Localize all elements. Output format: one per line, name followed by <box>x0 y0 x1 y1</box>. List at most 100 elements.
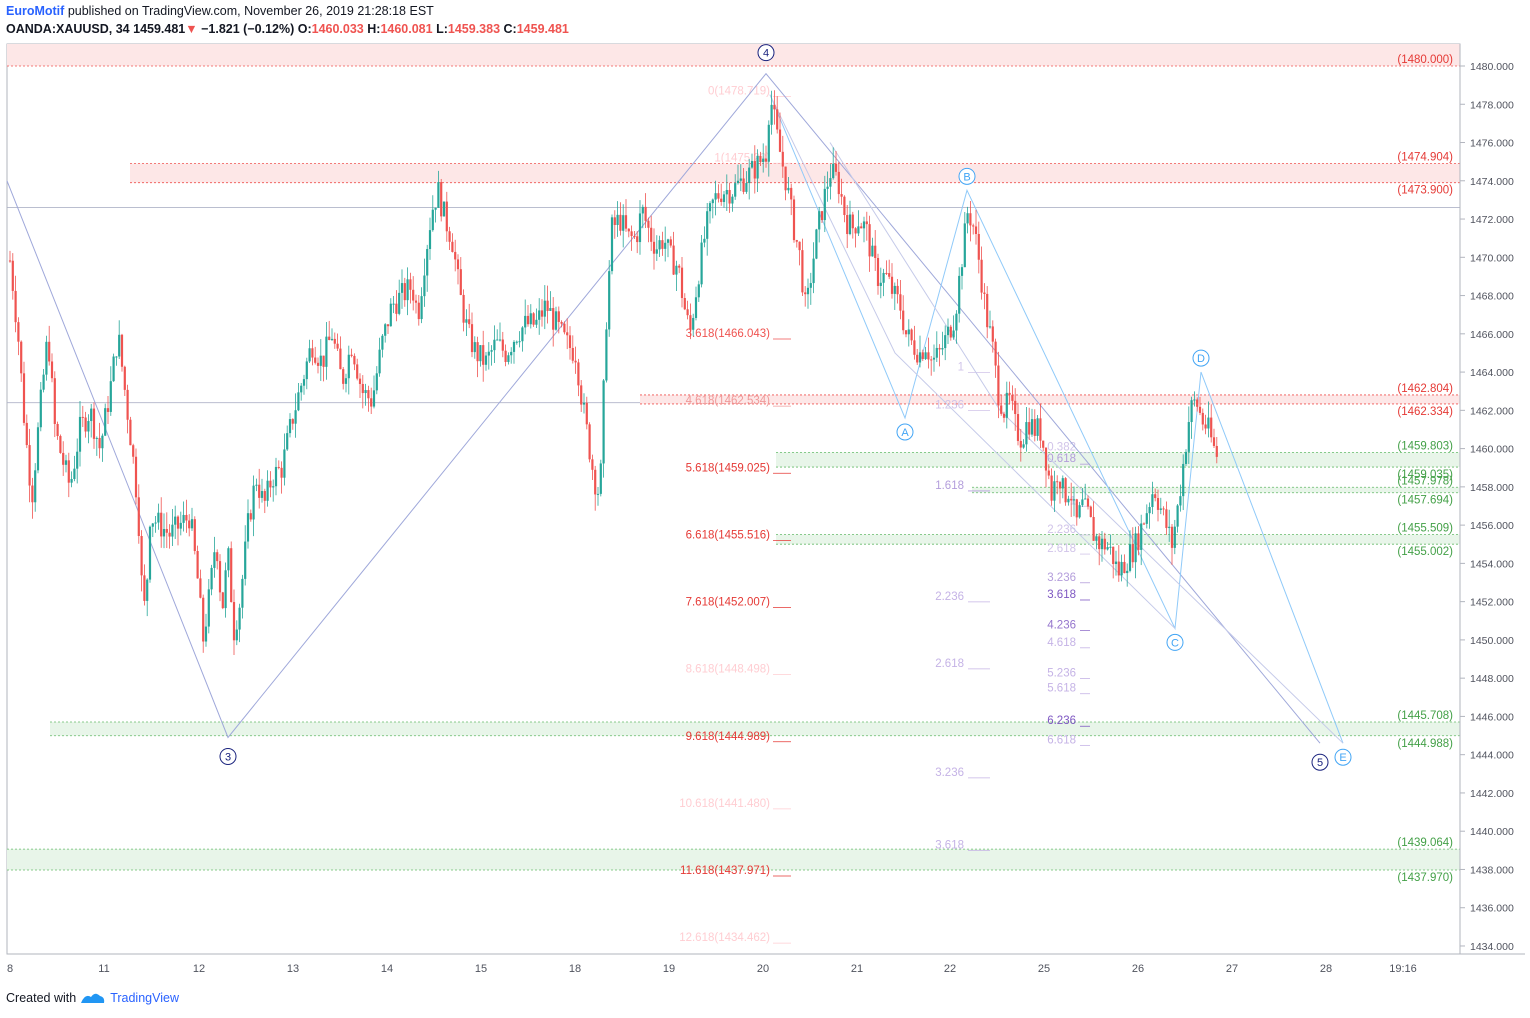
zone-5-label-top: (1445.708) <box>1397 710 1453 722</box>
price-tick-label-14: 1452.000 <box>1470 597 1514 609</box>
candle-body <box>1134 533 1137 563</box>
candle-body <box>81 416 84 418</box>
candle-body <box>1098 536 1101 550</box>
candle-body <box>302 379 306 386</box>
candle-body <box>868 224 871 257</box>
candle-body <box>1145 513 1148 524</box>
candle-body <box>566 332 569 336</box>
candle-body <box>353 355 356 365</box>
candle-body <box>655 249 658 254</box>
candle-body <box>613 217 616 225</box>
candle-body <box>151 523 154 527</box>
candle-body <box>274 466 278 487</box>
wave-marker-label-5: 5 <box>1317 757 1323 769</box>
wave-marker-label-A: A <box>901 427 909 439</box>
candle-body <box>1025 422 1028 445</box>
candle-body <box>328 336 331 340</box>
candle-body <box>476 342 479 362</box>
candle-body <box>1100 538 1104 550</box>
candle-body <box>1075 499 1078 518</box>
candle-body <box>829 178 832 187</box>
zone-3-label-top: (1457.978) <box>1397 475 1453 487</box>
candle-body <box>440 182 443 217</box>
candle-body <box>176 516 180 529</box>
candle-body <box>969 213 972 226</box>
candle-body <box>568 335 572 348</box>
candle-body <box>493 339 496 351</box>
candle-body <box>67 460 70 483</box>
zone-3-label-bottom: (1457.694) <box>1397 495 1453 507</box>
price-chart[interactable]: (1480.000) (1474.904) (1473.900) (1462.804)… <box>0 0 1530 985</box>
candle-body <box>1156 498 1160 510</box>
candle-body <box>580 385 583 405</box>
candle-body <box>521 327 524 342</box>
candle-body <box>692 317 695 330</box>
candle-body <box>860 226 863 229</box>
author-link[interactable]: EuroMotif <box>6 4 65 18</box>
fib-right-label-9: 5.236 <box>1047 667 1076 679</box>
open-value: 1460.033 <box>311 22 364 36</box>
candle-body <box>1131 544 1134 563</box>
created-with-text: Created with <box>6 991 77 1005</box>
candle-body <box>381 335 384 350</box>
candle-body <box>885 272 888 274</box>
candle-body <box>1070 498 1073 501</box>
candle-body <box>420 296 423 320</box>
candle-body <box>216 552 219 562</box>
zone-0-label-top: (1474.904) <box>1397 151 1453 163</box>
impulse-wave-line <box>6 72 1321 744</box>
candle-body <box>538 310 541 320</box>
price-tick-label-17: 1446.000 <box>1470 711 1514 723</box>
wave-marker-label-B: B <box>963 171 970 183</box>
candle-body <box>1053 481 1056 501</box>
candle-body <box>459 269 462 295</box>
wave-marker-label-D: D <box>1197 353 1205 365</box>
fib-right-label-0: 0.382 <box>1047 442 1076 454</box>
candle-body <box>1212 437 1216 446</box>
zones-layer: (1480.000) (1474.904) (1473.900) (1462.804)… <box>7 44 1460 884</box>
price-axis: 1480.000 1478.000 1476.000 1474.000 1472.000… <box>1459 44 1514 954</box>
candle-body <box>468 319 471 325</box>
candle-body <box>230 548 233 603</box>
candle-body <box>280 467 283 478</box>
candles-layer <box>8 90 1218 655</box>
candle-body <box>742 178 745 192</box>
price-tick-label-9: 1462.000 <box>1470 405 1514 417</box>
candle-body <box>1072 499 1076 501</box>
candle-body <box>448 231 451 242</box>
candle-body <box>986 293 989 328</box>
candle-body <box>221 592 224 609</box>
wave-marker-label-4: 4 <box>763 48 769 60</box>
candle-body <box>1019 440 1022 448</box>
candle-body <box>232 602 236 641</box>
tradingview-link[interactable]: TradingView <box>110 991 179 1005</box>
candle-body <box>577 362 580 386</box>
candle-body <box>1078 505 1081 518</box>
candle-body <box>8 260 12 262</box>
candle-body <box>1042 440 1045 448</box>
candle-body <box>837 171 840 195</box>
time-tick-label-10: 22 <box>944 963 956 975</box>
candle-body <box>1142 523 1146 525</box>
candle-body <box>706 211 709 239</box>
fib-right-label-5: 3.236 <box>1047 572 1076 584</box>
fib-main-label-5: 6.618(1455.516) <box>686 529 771 541</box>
candle-body <box>146 579 149 601</box>
candle-body <box>910 329 913 341</box>
candle-body <box>638 213 642 243</box>
candle-body <box>560 321 563 324</box>
candle-body <box>1126 570 1129 574</box>
price-change: −1.821 (−0.12%) <box>201 22 295 36</box>
candle-body <box>518 341 521 343</box>
candle-body <box>512 341 516 352</box>
candle-body <box>473 342 476 353</box>
zone-6 <box>7 849 1460 871</box>
candle-body <box>1215 445 1218 457</box>
candle-body <box>526 315 530 325</box>
candle-body <box>112 356 115 382</box>
candle-body <box>790 187 793 200</box>
candle-body <box>1190 400 1193 423</box>
candle-body <box>157 512 160 523</box>
candle-body <box>792 199 796 241</box>
candle-body <box>218 561 222 593</box>
